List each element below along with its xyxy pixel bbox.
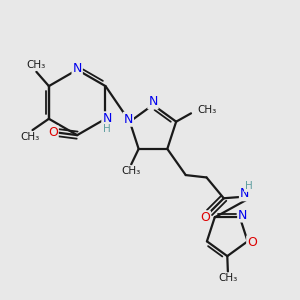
Text: O: O xyxy=(200,212,210,224)
Text: CH₃: CH₃ xyxy=(27,60,46,70)
Text: N: N xyxy=(238,208,248,221)
Text: H: H xyxy=(103,124,111,134)
Text: O: O xyxy=(48,126,58,139)
Text: N: N xyxy=(148,95,158,108)
Text: N: N xyxy=(124,113,133,126)
Text: N: N xyxy=(102,112,112,125)
Text: N: N xyxy=(73,62,82,75)
Text: CH₃: CH₃ xyxy=(20,132,40,142)
Text: CH₃: CH₃ xyxy=(218,273,238,283)
Text: N: N xyxy=(240,187,249,200)
Text: CH₃: CH₃ xyxy=(198,105,217,116)
Text: CH₃: CH₃ xyxy=(122,166,141,176)
Text: H: H xyxy=(244,182,252,191)
Text: O: O xyxy=(247,236,257,249)
